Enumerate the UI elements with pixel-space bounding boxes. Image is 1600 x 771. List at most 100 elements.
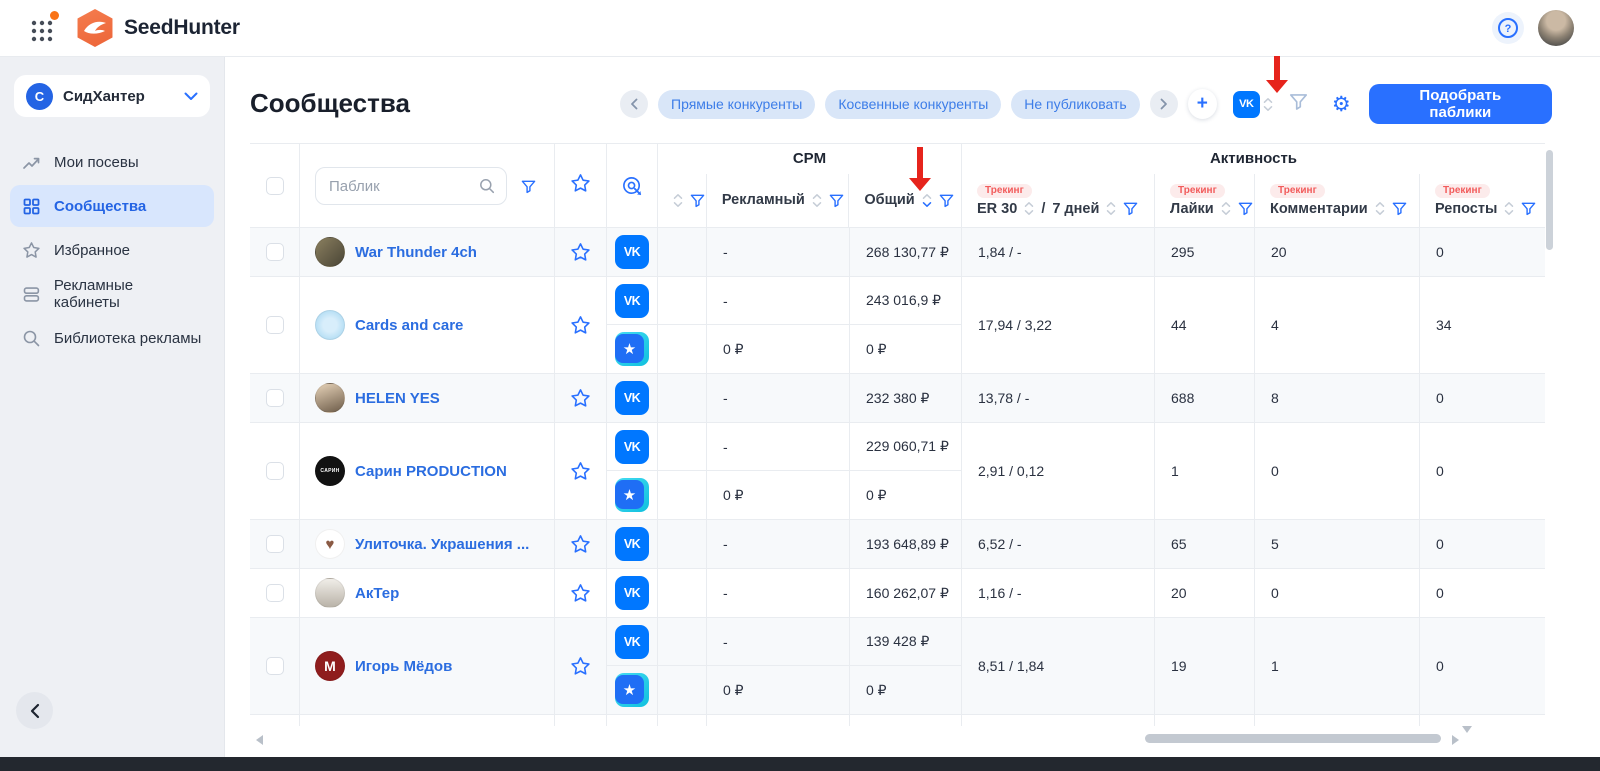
reposts-filter-button[interactable] xyxy=(1521,201,1536,216)
star-platform-icon[interactable]: ★ xyxy=(615,332,649,366)
favorite-star-button[interactable] xyxy=(570,388,591,409)
likes-filter-button[interactable] xyxy=(1238,201,1253,216)
chips-scroll-left-button[interactable] xyxy=(620,90,648,118)
row-checkbox[interactable] xyxy=(266,389,284,407)
toolbar-filter-funnel-icon[interactable] xyxy=(1289,92,1308,116)
vk-sort-button[interactable]: VK xyxy=(1233,91,1273,118)
favorite-star-button[interactable] xyxy=(570,583,591,604)
sidebar-item-ad-cabinets[interactable]: Рекламные кабинеты xyxy=(10,273,214,315)
community-avatar[interactable]: ♥ xyxy=(315,529,345,559)
row-checkbox[interactable] xyxy=(266,657,284,675)
workspace-selector[interactable]: С СидХантер xyxy=(14,75,210,117)
community-avatar[interactable] xyxy=(315,578,345,608)
vk-platform-icon[interactable]: VK xyxy=(615,527,649,561)
ad-cpm-filter-button[interactable] xyxy=(829,193,844,208)
community-avatar[interactable]: САРИН xyxy=(315,456,345,486)
er-filter-button[interactable] xyxy=(1123,201,1138,216)
sidebar-item-my-seedings[interactable]: Мои посевы xyxy=(10,141,214,183)
comments-sort-button[interactable] xyxy=(1375,201,1385,216)
community-name-link[interactable]: Cards and care xyxy=(355,317,463,334)
vk-platform-icon[interactable]: VK xyxy=(615,625,649,659)
platform-subrow: VK-160 262,07 ₽ xyxy=(607,569,962,617)
favorite-star-button[interactable] xyxy=(570,315,591,336)
vk-platform-icon[interactable]: VK xyxy=(615,381,649,415)
page-title: Сообщества xyxy=(250,88,410,119)
filter-chip-direct-competitors[interactable]: Прямые конкуренты xyxy=(658,90,815,119)
ad-cpm-sort-button[interactable] xyxy=(812,193,822,208)
community-name-link[interactable]: HELEN YES xyxy=(355,390,440,407)
filter-chip-indirect-competitors[interactable]: Косвенные конкуренты xyxy=(825,90,1001,119)
select-all-checkbox[interactable] xyxy=(266,177,284,195)
vk-platform-icon[interactable]: VK xyxy=(615,576,649,610)
user-avatar[interactable] xyxy=(1538,10,1574,46)
add-chip-button[interactable]: + xyxy=(1188,89,1217,119)
scroll-down-arrow[interactable] xyxy=(1462,726,1472,733)
likes-sort-button[interactable] xyxy=(1221,201,1231,216)
ad-cabinets-icon xyxy=(22,285,41,304)
cpm-ad-value: 0 ₽ xyxy=(707,666,850,714)
favorite-star-button[interactable] xyxy=(570,534,591,555)
community-avatar[interactable]: М xyxy=(315,651,345,681)
vertical-scrollbar-thumb[interactable] xyxy=(1546,150,1553,250)
favorite-star-button[interactable] xyxy=(570,242,591,263)
star-platform-icon[interactable]: ★ xyxy=(615,478,649,512)
community-name-link[interactable]: АкТер xyxy=(355,585,399,602)
hidden-column-filter-button[interactable] xyxy=(690,193,705,208)
star-platform-icon[interactable]: ★ xyxy=(615,673,649,707)
cpm-total-value: 193 648,89 ₽ xyxy=(850,520,962,568)
sidebar-item-ads-library[interactable]: Библиотека рекламы xyxy=(10,317,214,359)
row-checkbox[interactable] xyxy=(266,584,284,602)
cpm-ad-value: - xyxy=(707,520,850,568)
platform-subrow: ★0 ₽0 ₽ xyxy=(607,666,962,714)
row-checkbox[interactable] xyxy=(266,243,284,261)
scroll-right-arrow[interactable] xyxy=(1452,735,1459,745)
row-checkbox[interactable] xyxy=(266,462,284,480)
sidebar-item-communities[interactable]: Сообщества xyxy=(10,185,214,227)
filter-chip-do-not-publish[interactable]: Не публиковать xyxy=(1011,90,1139,119)
favorites-column-star-icon[interactable] xyxy=(570,173,591,199)
community-avatar[interactable] xyxy=(315,310,345,340)
row-checkbox[interactable] xyxy=(266,316,284,334)
total-cpm-filter-button[interactable] xyxy=(939,193,954,208)
collapse-sidebar-button[interactable] xyxy=(16,692,53,729)
community-name-link[interactable]: War Thunder 4ch xyxy=(355,244,477,261)
reposts-value: 0 xyxy=(1420,618,1545,714)
community-avatar[interactable] xyxy=(315,383,345,413)
select-publics-button[interactable]: Подобрать паблики xyxy=(1369,84,1552,124)
er7days-sort-button[interactable] xyxy=(1106,201,1116,216)
community-name-link[interactable]: Сарин PRODUCTION xyxy=(355,463,507,480)
help-button[interactable]: ? xyxy=(1492,12,1524,44)
scroll-left-arrow[interactable] xyxy=(256,735,263,745)
row-checkbox[interactable] xyxy=(266,535,284,553)
settings-gear-icon[interactable]: ⚙ xyxy=(1332,94,1351,115)
hidden-column-sort-button[interactable] xyxy=(673,193,683,208)
sidebar-item-favorites[interactable]: Избранное xyxy=(10,229,214,271)
er30-sort-button[interactable] xyxy=(1024,201,1034,216)
targeting-column-icon[interactable] xyxy=(621,175,644,198)
app-launcher-grid-icon[interactable] xyxy=(26,11,60,45)
vk-platform-icon[interactable]: VK xyxy=(615,430,649,464)
community-avatar[interactable] xyxy=(315,237,345,267)
vk-platform-icon[interactable]: VK xyxy=(615,284,649,318)
platform-subrow: VK-232 380 ₽ xyxy=(607,374,962,422)
chips-scroll-right-button[interactable] xyxy=(1150,90,1178,118)
horizontal-scrollbar-thumb[interactable] xyxy=(1145,734,1441,743)
reposts-sort-button[interactable] xyxy=(1504,201,1514,216)
platform-subrow: ★0 ₽0 ₽ xyxy=(607,325,962,373)
table-row: АкТерVK-160 262,07 ₽1,16 / -2000 xyxy=(250,569,1545,618)
vk-platform-icon[interactable]: VK xyxy=(615,235,649,269)
community-name-link[interactable]: Игорь Мёдов xyxy=(355,658,452,675)
sort-carets-icon[interactable] xyxy=(1263,97,1273,112)
comments-filter-button[interactable] xyxy=(1392,201,1407,216)
favorite-star-button[interactable] xyxy=(570,461,591,482)
public-search-input[interactable] xyxy=(329,178,479,195)
community-name-link[interactable]: Улиточка. Украшения ... xyxy=(355,536,529,553)
public-filter-button[interactable] xyxy=(521,179,536,194)
total-cpm-sort-button[interactable] xyxy=(922,193,932,208)
er-separator: / xyxy=(1041,201,1045,217)
chevron-left-icon xyxy=(29,703,41,719)
favorite-star-button[interactable] xyxy=(570,656,591,677)
er-value: 8,51 / 1,84 xyxy=(962,618,1155,714)
vk-icon: VK xyxy=(1233,91,1260,118)
annotation-arrow-total-sort xyxy=(909,147,931,191)
